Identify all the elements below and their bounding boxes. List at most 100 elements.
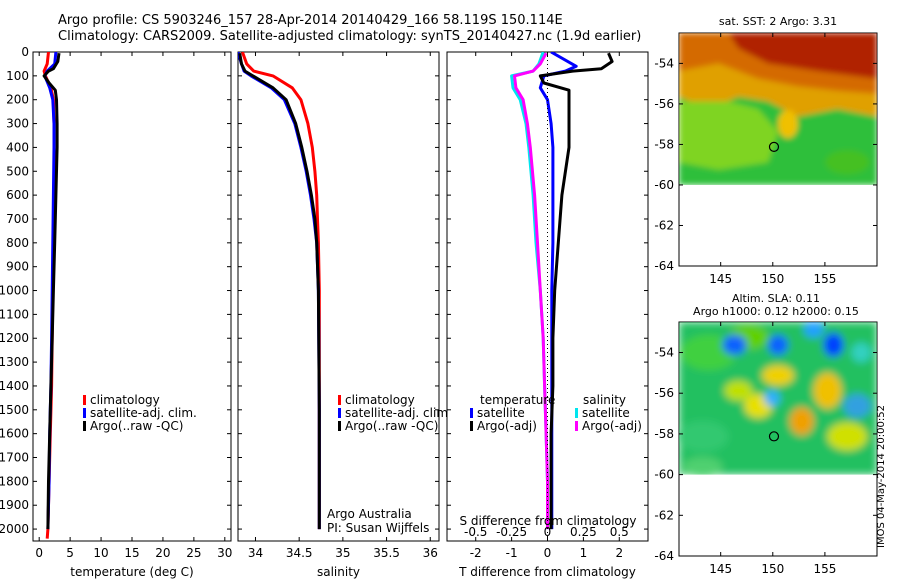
x-tick-label: 1 [580,546,588,560]
map-y-tick-label: -62 [654,508,674,522]
map-x-tick-label: 145 [709,272,732,286]
s-tick-label: 0 [544,525,552,539]
plot-frame [32,51,232,542]
series-line-argo-adj- [513,52,549,530]
legend-label: Argo(..raw -QC) [345,419,438,433]
legend-swatch [575,408,578,418]
sst-map-title: sat. SST: 2 Argo: 3.31 [719,15,837,28]
legend-label: Argo(..raw -QC) [90,419,183,433]
map-x-tick-label: 150 [761,562,784,576]
x-tick-label: 35.5 [373,546,400,560]
y-tick-label: 2000 [0,522,29,536]
x-tick-label: 30 [217,546,232,560]
x-tick-label: 34 [248,546,263,560]
legend-swatch [83,421,86,431]
x-axis-label: T difference from climatology [458,565,636,579]
series-line-argo-raw-qc- [238,52,321,530]
series-group [42,52,61,539]
y-tick-label: 1700 [0,451,29,465]
s-tick-label: -0.25 [496,525,527,539]
imos-timestamp: IMOS 04-May-2014 20:00:52 [876,405,887,548]
plot-frame [237,51,440,542]
annotation-line2: PI: Susan Wijffels [327,521,429,535]
series-group [510,52,614,530]
legend-label: satellite [582,406,630,420]
x-tick-label: 15 [124,546,139,560]
y-tick-label: 1400 [0,379,29,393]
legend-label: Argo(-adj) [582,419,642,433]
sla-map-subtitle: Argo h1000: 0.12 h2000: 0.15 [693,305,859,318]
map-x-tick-label: 145 [709,562,732,576]
x-tick-label: 5 [66,546,74,560]
x-tick-label: 20 [155,546,170,560]
y-tick-label: 1000 [0,284,29,298]
x-tick-label: -1 [506,546,518,560]
y-tick-label: 1200 [0,331,29,345]
legend-label: satellite-adj. clim. [345,406,452,420]
series-line-argo-raw-qc- [42,52,61,530]
y-tick-label: 900 [6,260,29,274]
x-axis-label: salinity [317,565,360,579]
legend-swatch [338,395,341,405]
x-axis-label: temperature (deg C) [70,565,193,579]
map-y-tick-label: -58 [654,137,674,151]
y-tick-label: 1600 [0,427,29,441]
y-tick-label: 1900 [0,498,29,512]
y-tick-label: 100 [6,69,29,83]
s-tick-label: -0.5 [464,525,487,539]
legend-label: satellite [477,406,525,420]
x-tick-label: 36 [423,546,438,560]
y-tick-label: 700 [6,212,29,226]
legend-swatch [575,421,578,431]
y-tick-label: 1800 [0,474,29,488]
map-y-tick-label: -54 [654,56,674,70]
map-y-tick-label: -58 [654,427,674,441]
x-tick-label: 34.5 [286,546,313,560]
legend-title-temperature: temperature [480,393,555,407]
y-tick-label: 500 [6,164,29,178]
legend-swatch [83,408,86,418]
x-tick-label: 2 [615,546,623,560]
map-y-tick-label: -64 [654,549,674,563]
s-tick-label: 0.5 [610,525,629,539]
y-tick-label: 600 [6,188,29,202]
annotation-line1: Argo Australia [327,507,412,521]
y-tick-label: 800 [6,236,29,250]
legend-swatch [338,408,341,418]
x-tick-label: 0 [544,546,552,560]
figure-title-line1: Argo profile: CS 5903246_157 28-Apr-2014… [58,13,563,28]
map-y-tick-label: -60 [654,468,674,482]
map-x-tick-label: 155 [813,272,836,286]
sla-field [679,322,877,475]
legend-swatch [338,421,341,431]
sla-map-title: Altim. SLA: 0.11 [732,292,820,305]
series-group [238,52,321,530]
x-tick-label: -2 [470,546,482,560]
map-y-tick-label: -56 [654,386,674,400]
map-y-tick-label: -62 [654,218,674,232]
y-tick-label: 1300 [0,355,29,369]
salinity-panel: 34 34.5 35 35.5 36 salinity climatologysatelli… [237,51,452,579]
legend-label: satellite-adj. clim. [90,406,197,420]
y-tick-label: 1100 [0,307,29,321]
legend-label: climatology [345,393,415,407]
legend-swatch [470,408,473,418]
y-tick-label: 300 [6,117,29,131]
map-x-tick-label: 155 [813,562,836,576]
argo-location-marker [768,431,780,442]
argo-location-marker [768,141,780,152]
legend-swatch [83,395,86,405]
map-y-tick-label: -54 [654,346,674,360]
y-tick-label: 1500 [0,403,29,417]
s-axis-label: S difference from climatology [460,514,637,528]
x-tick-label: 25 [186,546,201,560]
sst-field [679,33,877,185]
x-tick-label: 35 [335,546,350,560]
sst-map-panel: sat. SST: 2 Argo: 3.31 -54 -56 -58 -60 -62 -64… [654,15,878,286]
map-y-tick-label: -64 [654,259,674,273]
map-y-tick-label: -56 [654,97,674,111]
temperature-panel: 0100200300400500600700800900100011001200… [0,45,232,579]
y-tick-label: 200 [6,93,29,107]
